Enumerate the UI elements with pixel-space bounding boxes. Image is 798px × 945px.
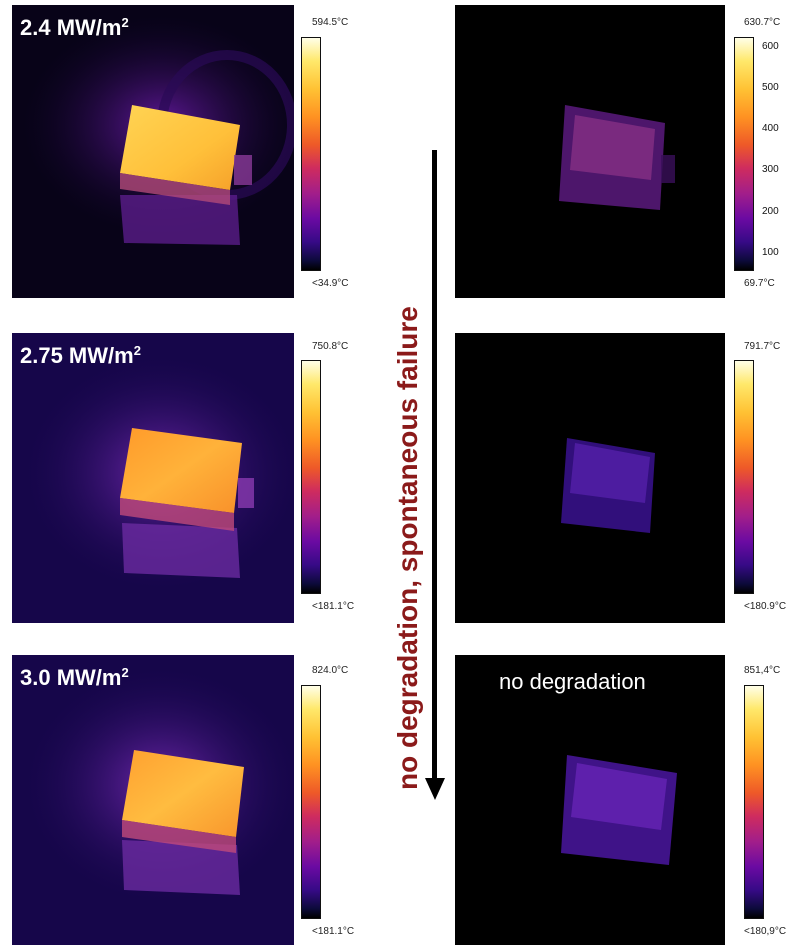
downward-arrow-shaft (432, 150, 437, 780)
colorbar (734, 360, 754, 594)
thermal-scene (22, 665, 294, 905)
tick-label: 300 (762, 164, 779, 175)
colorbar (744, 685, 764, 919)
colorbar (734, 37, 754, 271)
colorbar-max-label: 750.8°C (312, 341, 349, 352)
colorbar-min-label: <34.9°C (312, 278, 349, 289)
colorbar (301, 37, 321, 271)
heat-flux-label: 2.75 MW/m2 (20, 343, 141, 368)
colorbar-max-label: 824.0°C (312, 665, 349, 676)
thermal-image-left-row2: 2.75 MW/m2 (12, 333, 294, 623)
arrow-head-icon (424, 778, 445, 800)
colorbar-min-label: <181.1°C (312, 601, 355, 612)
colorbar-min-label: 69.7°C (744, 278, 775, 289)
tick-label: 500 (762, 82, 779, 93)
heat-flux-label: 3.0 MW/m2 (20, 665, 129, 690)
thermal-scene (22, 353, 294, 593)
tick-label: 100 (762, 247, 779, 258)
colorbar (301, 360, 321, 594)
thermal-scene (22, 15, 294, 245)
colorbar (301, 685, 321, 919)
colorbar-max-label: 594.5°C (312, 17, 349, 28)
thermal-image-right-row2 (455, 333, 725, 623)
thermal-scene (561, 755, 677, 865)
colorbar-max-label: 791.7°C (744, 341, 781, 352)
colorbar-ticks: 600 500 400 300 200 100 (762, 37, 792, 269)
heat-flux-label: 2.4 MW/m2 (20, 15, 129, 40)
colorbar-max-label: 851,4°C (744, 665, 781, 676)
no-degradation-note: no degradation (499, 669, 646, 694)
thermal-image-right-row1 (455, 5, 725, 298)
thermal-image-left-row1: 2.4 MW/m2 (12, 5, 294, 298)
thermal-image-right-row3: no degradation (455, 655, 725, 945)
thermal-scene (559, 105, 675, 210)
colorbar-min-label: <181.1°C (312, 926, 355, 937)
colorbar-min-label: <180,9°C (744, 926, 787, 937)
tick-label: 600 (762, 41, 779, 52)
thermal-image-left-row3: 3.0 MW/m2 (12, 655, 294, 945)
tick-label: 200 (762, 206, 779, 217)
arrow-caption: no degradation, spontaneous failure (392, 306, 423, 790)
thermal-scene (561, 438, 655, 533)
colorbar-min-label: <180.9°C (744, 601, 787, 612)
tick-label: 400 (762, 123, 779, 134)
colorbar-max-label: 630.7°C (744, 17, 781, 28)
